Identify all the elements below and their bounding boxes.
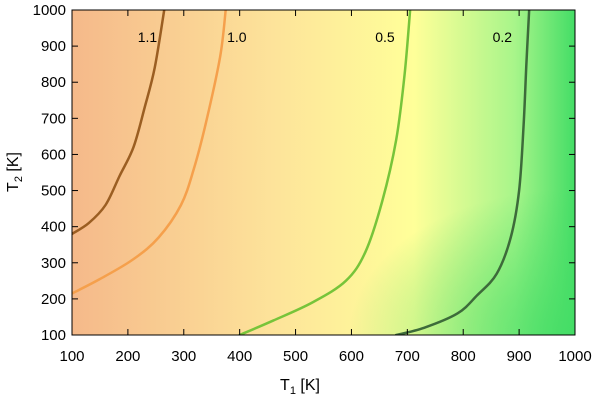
contour-line-1-0 [72, 10, 227, 295]
y-tick-label: 900 [41, 38, 66, 55]
x-tick-label: 400 [227, 348, 252, 365]
y-axis-title-unit: [K] [5, 152, 22, 176]
x-tick-label: 100 [59, 348, 84, 365]
x-tick-label: 1000 [558, 348, 591, 365]
y-tick-label: 800 [41, 74, 66, 91]
y-axis-title-subscript: 2 [13, 176, 25, 182]
y-tick-label: 100 [41, 327, 66, 344]
contour-line-1-1 [72, 10, 166, 236]
x-axis-ticks: 100 200 300 400 500 600 700 800 900 1000 [59, 10, 592, 365]
contour-line-0-5 [238, 10, 412, 335]
x-axis-title-unit: [K] [296, 377, 320, 394]
contour-label-1-0: 1.0 [227, 29, 247, 45]
y-axis-ticks: 100 200 300 400 500 600 700 800 900 1000 [33, 2, 575, 344]
x-axis-title-subscript: 1 [290, 385, 296, 397]
heatmap-corner-shade [72, 10, 575, 335]
contour-label-1-1: 1.1 [138, 29, 158, 45]
contour-labels: 1.1 1.0 0.5 0.2 [138, 29, 513, 45]
y-tick-label: 600 [41, 146, 66, 163]
x-axis-title-symbol: T [280, 377, 290, 394]
x-tick-label: 600 [339, 348, 364, 365]
contour-label-0-2: 0.2 [493, 29, 513, 45]
x-axis-title: T1 [K] [280, 377, 320, 397]
y-axis-title: T2 [K] [5, 152, 25, 192]
plot-frame [71, 9, 576, 336]
x-tick-label: 900 [507, 348, 532, 365]
y-axis-title-symbol: T [5, 182, 22, 192]
x-tick-label: 200 [115, 348, 140, 365]
contour-lines [72, 10, 531, 335]
x-tick-label: 800 [451, 348, 476, 365]
x-tick-label: 700 [395, 348, 420, 365]
y-tick-label: 500 [41, 183, 66, 200]
x-tick-label: 500 [283, 348, 308, 365]
heatmap [72, 10, 575, 335]
x-tick-label: 300 [171, 348, 196, 365]
contour-line-0-2 [394, 10, 531, 335]
y-tick-label: 300 [41, 255, 66, 272]
y-tick-label: 700 [41, 110, 66, 127]
y-tick-label: 400 [41, 219, 66, 236]
contour-label-0-5: 0.5 [375, 29, 395, 45]
y-tick-label: 1000 [33, 2, 66, 19]
y-tick-label: 200 [41, 291, 66, 308]
